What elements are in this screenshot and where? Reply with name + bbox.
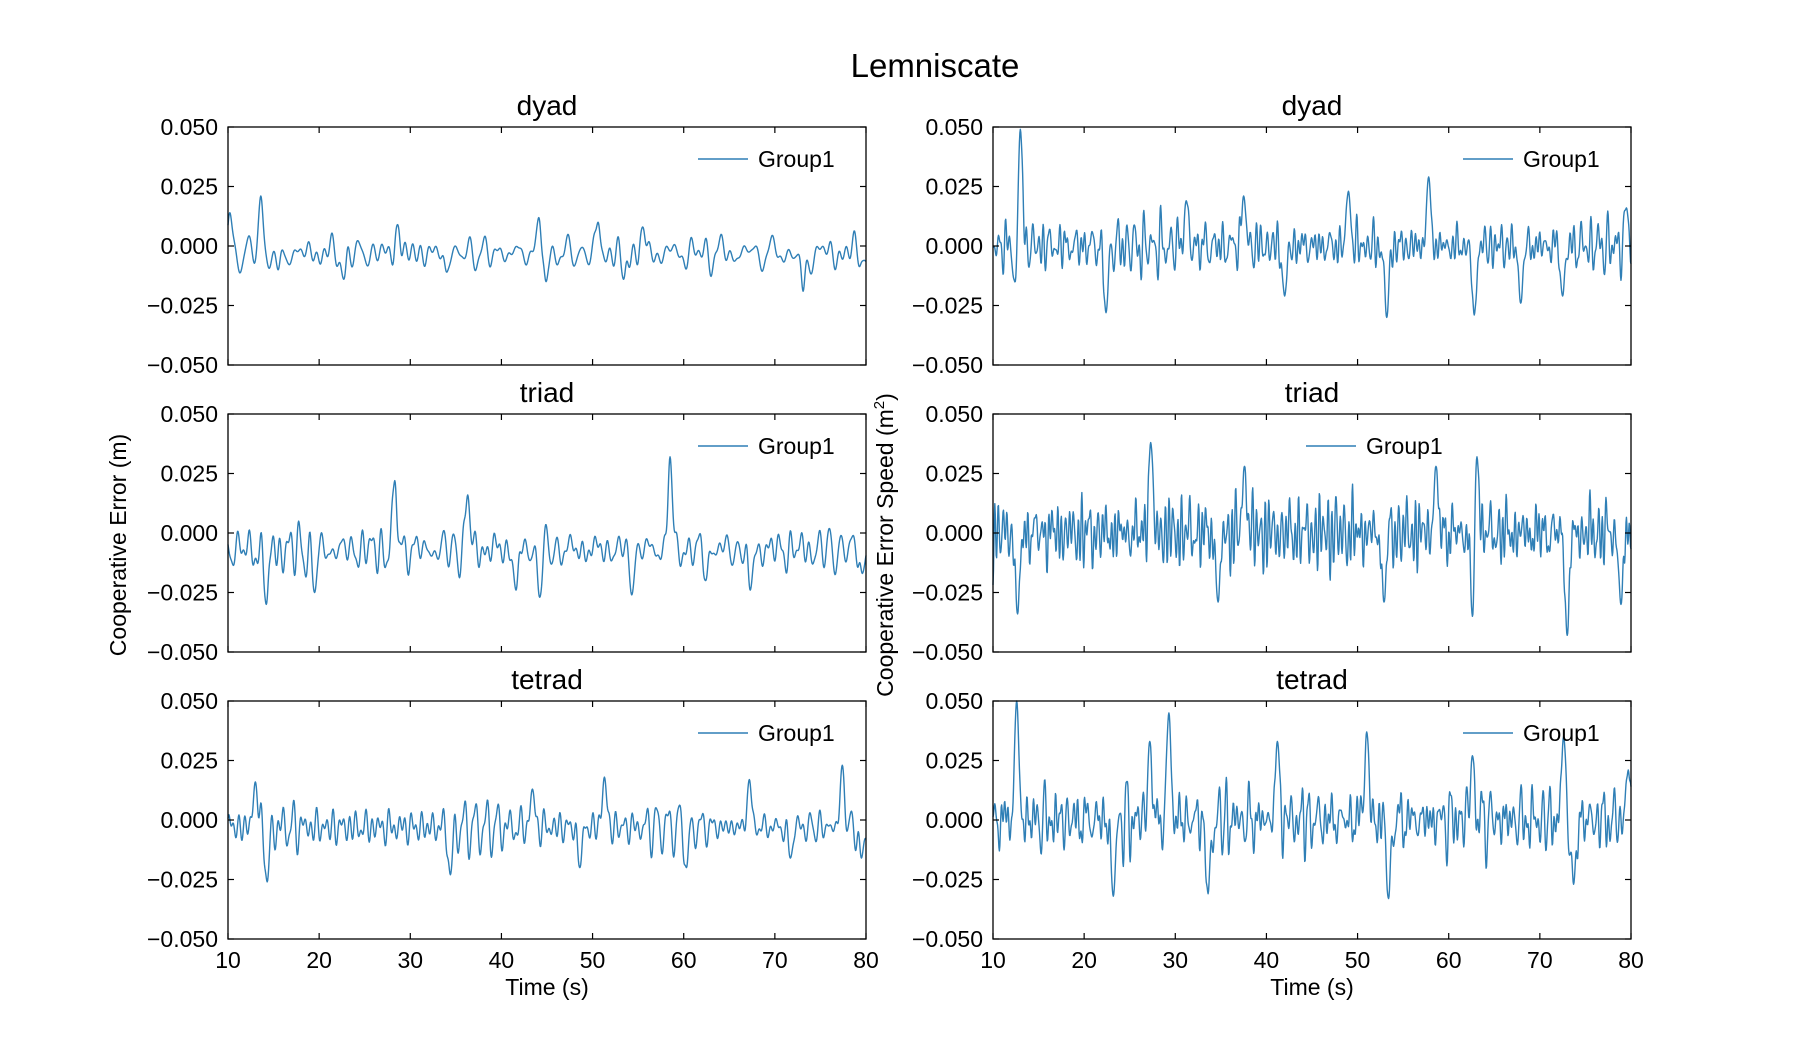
y-tick-label: 0.050 [925, 401, 983, 427]
x-tick-label: 10 [215, 947, 241, 973]
x-tick-label: 70 [1527, 947, 1553, 973]
right-x-axis-label: Time (s) [1270, 974, 1353, 1000]
figure-title: Lemniscate [851, 47, 1020, 84]
x-tick-label: 20 [1071, 947, 1097, 973]
x-tick-label: 30 [1162, 947, 1188, 973]
y-tick-label: 0.050 [925, 114, 983, 140]
y-tick-label: 0.000 [925, 233, 983, 259]
y-tick-label: 0.050 [160, 114, 218, 140]
x-tick-label: 60 [1436, 947, 1462, 973]
y-tick-label: 0.025 [925, 461, 983, 487]
series-line-group1 [992, 128, 1632, 319]
x-tick-label: 10 [980, 947, 1006, 973]
series-line-group1 [992, 700, 1632, 900]
subplot-tetrad-right: tetrad −0.050 −0.025 0.000 0.025 0.050 10 20 30 4… [912, 664, 1644, 973]
x-tick-label: 70 [762, 947, 788, 973]
subplot-title: triad [520, 377, 574, 408]
left-y-axis-label: Cooperative Error (m) [105, 434, 131, 656]
legend-label: Group1 [758, 433, 835, 459]
left-x-axis-label: Time (s) [505, 974, 588, 1000]
right-y-axis-label-main: Cooperative Error Speed (m [872, 409, 898, 697]
right-y-axis-label-superscript: 2 [871, 401, 888, 409]
legend-label: Group1 [758, 720, 835, 746]
legend-label: Group1 [1523, 146, 1600, 172]
y-tick-label: 0.025 [925, 748, 983, 774]
x-tick-label: 20 [306, 947, 332, 973]
subplot-triad-right: triad −0.050 −0.025 0.000 0.025 0.050 Group1 [912, 377, 1632, 665]
subplot-grid: dyad−0.050−0.0250.0000.0250.050Group1dya… [147, 90, 1644, 973]
y-tick-label: 0.050 [160, 688, 218, 714]
legend-label: Group1 [1366, 433, 1443, 459]
y-tick-label: 0.025 [925, 174, 983, 200]
x-tick-label: 60 [671, 947, 697, 973]
x-tick-label: 40 [489, 947, 515, 973]
x-tick-label: 80 [1618, 947, 1644, 973]
right-y-axis-label: Cooperative Error Speed (m2) [871, 393, 898, 697]
x-tick-label: 80 [853, 947, 879, 973]
legend-label: Group1 [758, 146, 835, 172]
subplot-triad-left: triad −0.050 −0.025 0.000 0.025 0.050 Group1 [147, 377, 867, 665]
y-tick-label: −0.050 [912, 639, 983, 665]
x-tick-label: 50 [1345, 947, 1371, 973]
series-line-group1 [227, 195, 867, 292]
right-y-axis-label-close: ) [872, 393, 898, 401]
y-tick-label: −0.025 [147, 867, 218, 893]
x-tick-label: 40 [1254, 947, 1280, 973]
y-tick-label: −0.025 [147, 580, 218, 606]
legend-label: Group1 [1523, 720, 1600, 746]
y-tick-label: −0.025 [912, 867, 983, 893]
y-tick-label: −0.025 [912, 580, 983, 606]
subplot-title: triad [1285, 377, 1339, 408]
subplot-title: dyad [1282, 90, 1343, 121]
y-tick-label: −0.050 [147, 926, 218, 952]
subplot-dyad-left: dyad −0.050 −0.025 0.000 0.025 0.050 Group1 [147, 90, 867, 378]
subplot-title: dyad [517, 90, 578, 121]
series-line-group1 [227, 764, 867, 883]
subplot-dyad-right: dyad −0.050 −0.025 0.000 0.025 0.050 Group1 [912, 90, 1632, 378]
x-tick-label: 50 [580, 947, 606, 973]
y-tick-label: −0.025 [912, 293, 983, 319]
subplot-title: tetrad [1276, 664, 1348, 695]
y-tick-label: 0.050 [160, 401, 218, 427]
y-tick-label: 0.000 [160, 520, 218, 546]
y-tick-label: 0.050 [925, 688, 983, 714]
series-line-group1 [227, 456, 867, 606]
series-line-group1 [992, 441, 1632, 637]
y-tick-label: 0.000 [160, 233, 218, 259]
y-tick-label: 0.025 [160, 174, 218, 200]
subplot-tetrad-left: tetrad −0.050 −0.025 0.000 0.025 0.050 10 20 30 4… [147, 664, 879, 973]
y-tick-label: −0.025 [147, 293, 218, 319]
y-tick-label: 0.000 [925, 807, 983, 833]
y-tick-label: 0.000 [925, 520, 983, 546]
y-tick-label: −0.050 [147, 352, 218, 378]
y-tick-label: −0.050 [147, 639, 218, 665]
y-tick-label: 0.000 [160, 807, 218, 833]
y-tick-label: 0.025 [160, 748, 218, 774]
y-tick-label: 0.025 [160, 461, 218, 487]
subplot-title: tetrad [511, 664, 583, 695]
y-tick-label: −0.050 [912, 352, 983, 378]
y-tick-label: −0.050 [912, 926, 983, 952]
x-tick-label: 30 [397, 947, 423, 973]
